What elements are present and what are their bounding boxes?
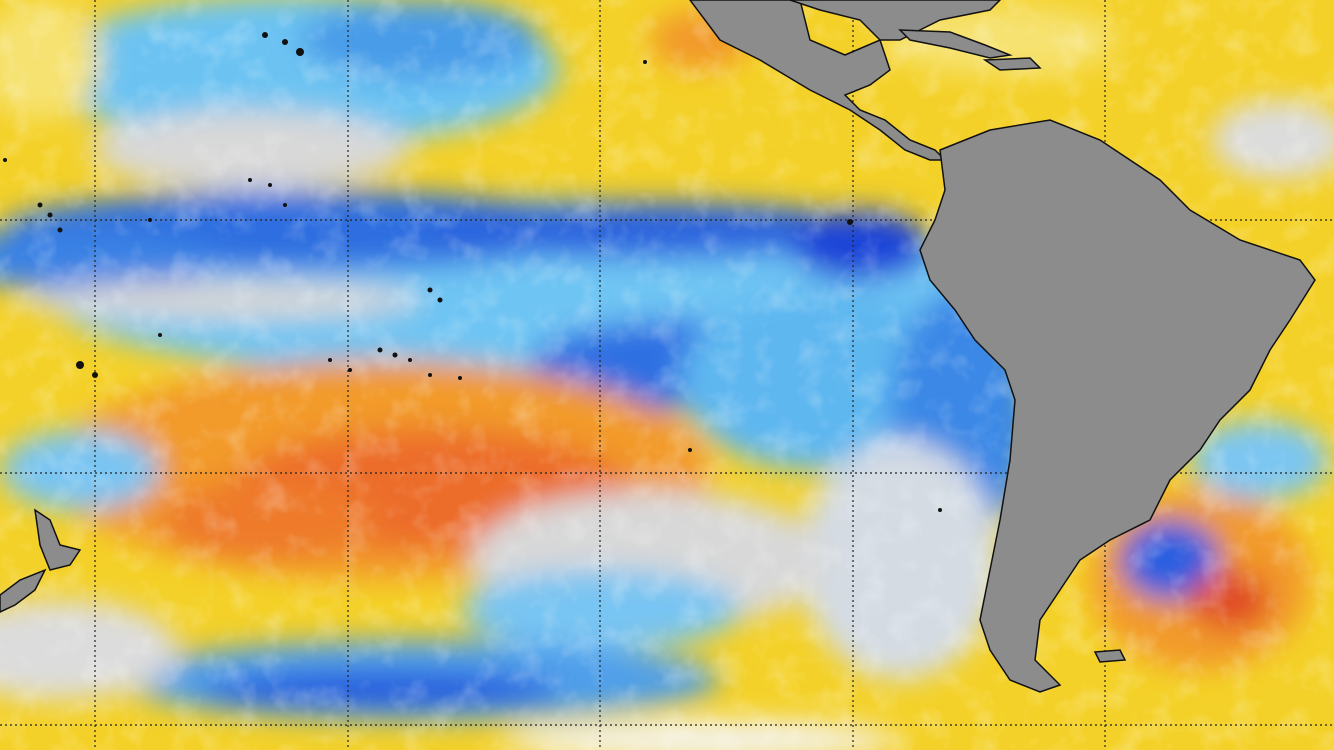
cuba: [898, 29, 1013, 59]
land: [0, 0, 1316, 693]
hispaniola: [982, 57, 1042, 71]
central-america: [689, 0, 947, 161]
south-america: [919, 119, 1316, 693]
north-america-east: [789, 0, 1002, 41]
islands: [3, 32, 942, 512]
new-zealand-south: [0, 568, 47, 613]
new-zealand-north: [34, 508, 82, 571]
falklands: [1093, 649, 1127, 663]
